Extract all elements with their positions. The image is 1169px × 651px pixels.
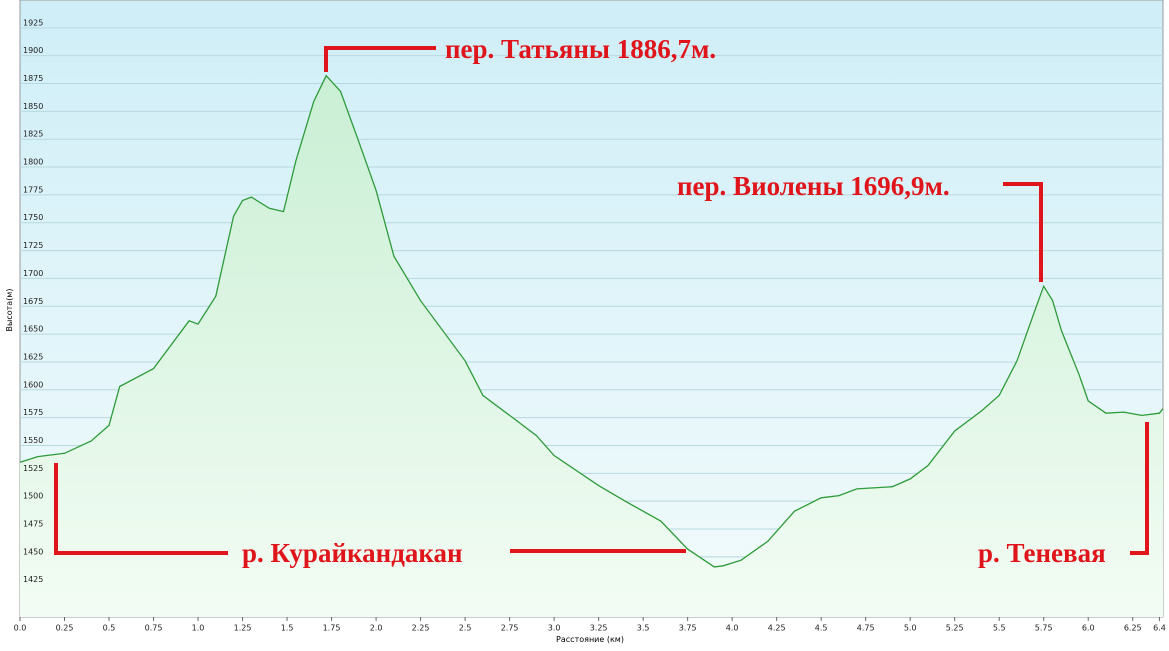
x-axis-label: Расстояние (км) xyxy=(556,635,624,644)
callout-line xyxy=(1130,422,1149,555)
y-tick-label: 1650 xyxy=(23,325,43,334)
annotation: р. Курайкандакан xyxy=(242,538,463,568)
y-tick-label: 1550 xyxy=(23,436,43,445)
y-tick-label: 1600 xyxy=(23,380,43,389)
y-tick-label: 1875 xyxy=(23,74,43,83)
x-tick-label: 0.75 xyxy=(145,624,163,633)
x-tick-label: 4.25 xyxy=(768,624,786,633)
x-tick-label: 5.5 xyxy=(993,624,1006,633)
x-tick-label: 0.5 xyxy=(103,624,116,633)
area xyxy=(20,75,1163,617)
y-axis-label: Высота(м) xyxy=(5,289,14,332)
x-tick-label: 4.0 xyxy=(726,624,739,633)
y-tick-label: 1500 xyxy=(23,492,43,501)
y-tick-label: 1625 xyxy=(23,352,43,361)
annotation: р. Теневая xyxy=(978,538,1106,568)
x-tick-label: 2.75 xyxy=(501,624,519,633)
y-tick-label: 1475 xyxy=(23,520,43,529)
y-tick-label: 1575 xyxy=(23,408,43,417)
annotation: пер. Татьяны 1886,7м. xyxy=(445,34,716,64)
x-tick-label: 3.0 xyxy=(548,624,561,633)
x-tick-label: 6.25 xyxy=(1124,624,1142,633)
x-tick-label: 2.25 xyxy=(412,624,430,633)
x-tick-label: 5.75 xyxy=(1035,624,1053,633)
y-tick-label: 1675 xyxy=(23,297,43,306)
x-tick-label: 3.5 xyxy=(637,624,650,633)
x-tick-label: 2.0 xyxy=(370,624,383,633)
y-tick-label: 1450 xyxy=(23,547,43,556)
x-tick-label: 2.5 xyxy=(459,624,472,633)
y-tick-label: 1525 xyxy=(23,464,43,473)
x-tick-label: 4.75 xyxy=(857,624,875,633)
y-tick-label: 1925 xyxy=(23,18,43,27)
x-tick-label: 5.0 xyxy=(904,624,917,633)
elevation-line xyxy=(19,74,1164,568)
callout-line xyxy=(324,46,436,72)
x-tick-label: 6.4 xyxy=(1153,624,1166,633)
y-tick-label: 1700 xyxy=(23,269,43,278)
y-tick-label: 1775 xyxy=(23,185,43,194)
x-tick-label: 0.25 xyxy=(56,624,74,633)
x-tick-label: 1.25 xyxy=(234,624,252,633)
x-tick-label: 3.75 xyxy=(679,624,697,633)
y-tick-label: 1850 xyxy=(23,102,43,111)
x-tick-label: 3.25 xyxy=(590,624,608,633)
x-tick-label: 1.5 xyxy=(281,624,294,633)
x-tick-label: 4.5 xyxy=(815,624,828,633)
annotation: пер. Виолены 1696,9м. xyxy=(677,171,950,201)
y-tick-label: 1825 xyxy=(23,130,43,139)
y-tick-label: 1900 xyxy=(23,46,43,55)
y-tick-label: 1725 xyxy=(23,241,43,250)
callout-line xyxy=(1003,182,1043,282)
x-tick-label: 6.0 xyxy=(1082,624,1095,633)
y-tick-label: 1425 xyxy=(23,575,43,584)
callout-line xyxy=(54,463,228,555)
x-tick-label: 5.25 xyxy=(946,624,964,633)
x-tick-label: 0.0 xyxy=(14,624,27,633)
y-tick-label: 1750 xyxy=(23,213,43,222)
x-tick-label: 1.75 xyxy=(323,624,341,633)
x-tick-label: 1.0 xyxy=(192,624,205,633)
y-tick-label: 1800 xyxy=(23,158,43,167)
